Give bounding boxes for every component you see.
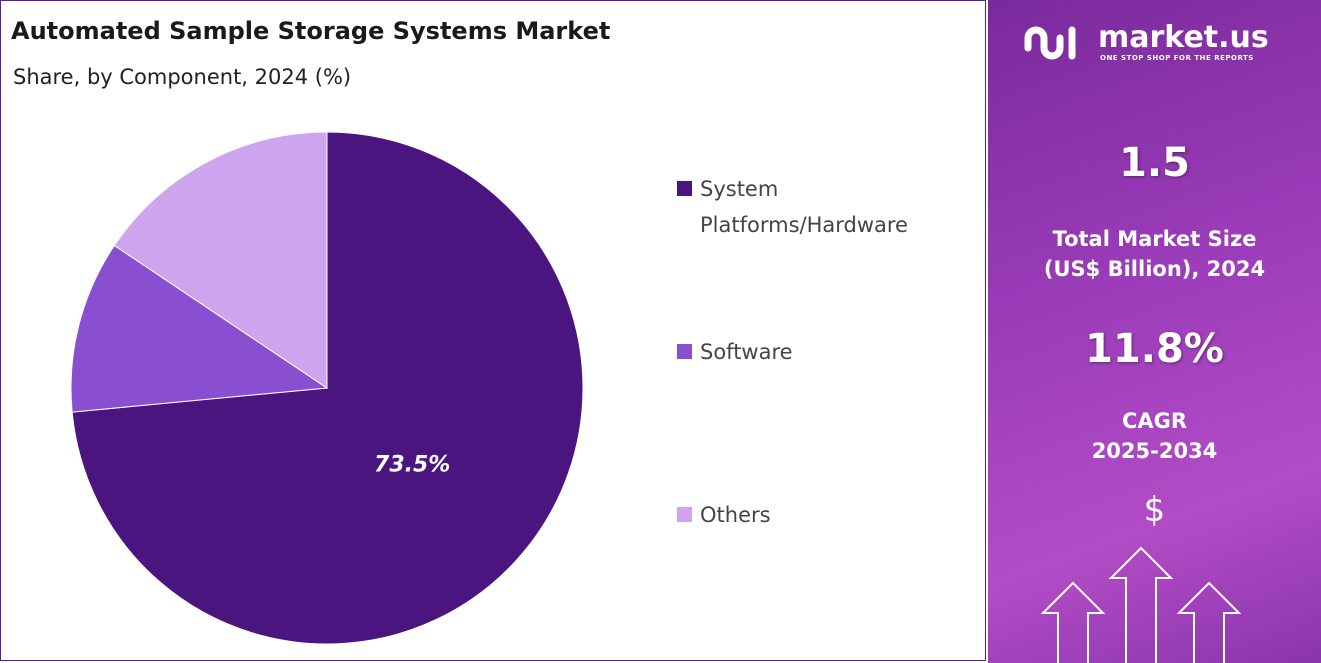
legend-item: Others [677, 497, 970, 533]
market-size-label: Total Market Size (US$ Billion), 2024 [1043, 227, 1266, 281]
legend-swatch [677, 344, 692, 359]
chart-title: Automated Sample Storage Systems Market [11, 17, 611, 45]
legend-label: Software [700, 340, 793, 364]
legend-label: Others [700, 503, 771, 527]
tagline: ONE STOP SHOP FOR THE REPORTS [1100, 54, 1254, 62]
decoration [1024, 26, 1242, 663]
arrows [1040, 546, 1242, 663]
legend-label: System Platforms/Hardware [700, 177, 908, 237]
side-panel: market.us ONE STOP SHOP FOR THE REPORTS … [988, 0, 1321, 663]
currency-icon: $ [1143, 490, 1166, 530]
legend-swatch [677, 181, 692, 196]
pie-chart: 73.5% [70, 131, 584, 645]
logo-icon [1024, 26, 1076, 60]
chart-panel: Automated Sample Storage Systems Market … [0, 0, 986, 661]
chart-subtitle: Share, by Component, 2024 (%) [13, 65, 352, 89]
cagr-period: 2025-2034 [1091, 439, 1218, 463]
legend-item: Software [677, 334, 970, 370]
market-size: 1.5 [1119, 140, 1190, 186]
pie-slice [70, 244, 329, 413]
cagr-label: CAGR [1121, 409, 1188, 433]
cagr: 11.8% [1085, 326, 1224, 372]
brand: market.us [1098, 20, 1269, 55]
pie-slice [113, 131, 328, 389]
data-label: 73.5% [374, 453, 450, 478]
legend-item: System Platforms/Hardware [677, 171, 970, 243]
legend-swatch [677, 507, 692, 522]
